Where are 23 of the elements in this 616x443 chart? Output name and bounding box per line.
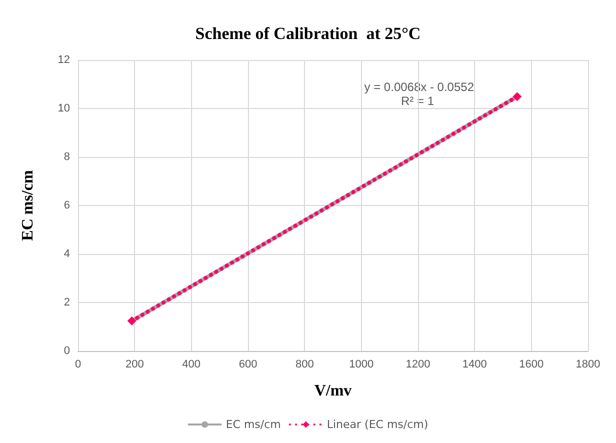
annotation: y = 0.0068x - 0.0552 <box>364 80 474 94</box>
y-tick-label: 2 <box>64 296 70 308</box>
y-tick-label: 12 <box>58 54 70 66</box>
y-tick-label: 0 <box>64 345 70 357</box>
x-tick-label: 600 <box>238 358 258 370</box>
y-tick-label: 10 <box>58 102 70 114</box>
legend-label: Linear (EC ms/cm) <box>326 418 428 431</box>
y-tick-label: 4 <box>64 248 70 260</box>
x-tick-label: 800 <box>295 358 314 370</box>
x-tick-label: 1000 <box>349 358 374 370</box>
x-tick-label: 0 <box>74 358 82 370</box>
x-tick-label: 1400 <box>462 358 487 370</box>
x-tick-label: 400 <box>182 358 201 370</box>
x-tick-label: 200 <box>125 358 144 370</box>
y-tick-label: 6 <box>64 200 70 212</box>
chart-title: Scheme of Calibration at 25°C <box>195 24 421 43</box>
x-tick-label: 1600 <box>519 358 544 370</box>
x-tick-label: 1200 <box>406 358 430 370</box>
x-tick-label: 1800 <box>576 358 600 370</box>
y-axis-title: EC ms/cm <box>20 170 36 241</box>
x-axis-title: V/mv <box>314 382 352 400</box>
legend-label: EC ms/cm <box>226 418 281 431</box>
y-tick-label: 8 <box>64 151 70 163</box>
